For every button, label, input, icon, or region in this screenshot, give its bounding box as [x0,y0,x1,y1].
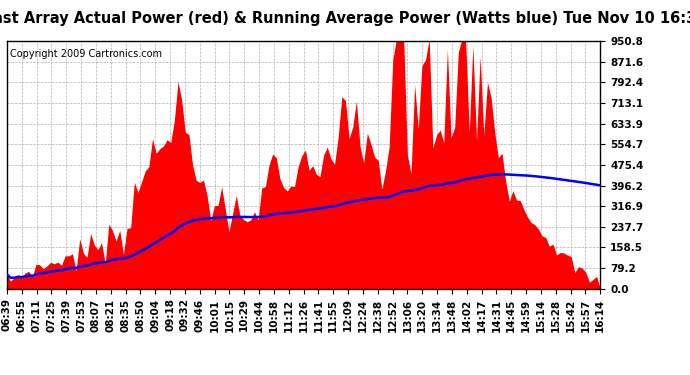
Text: Copyright 2009 Cartronics.com: Copyright 2009 Cartronics.com [10,49,162,58]
Text: East Array Actual Power (red) & Running Average Power (Watts blue) Tue Nov 10 16: East Array Actual Power (red) & Running … [0,11,690,26]
